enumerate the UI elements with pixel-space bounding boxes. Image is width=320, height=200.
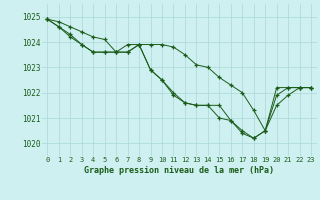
X-axis label: Graphe pression niveau de la mer (hPa): Graphe pression niveau de la mer (hPa) (84, 166, 274, 175)
